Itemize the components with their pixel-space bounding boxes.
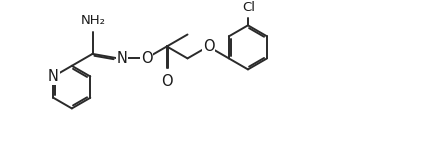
Text: O: O xyxy=(203,39,214,54)
Text: N: N xyxy=(48,69,59,84)
Text: O: O xyxy=(161,74,172,89)
Text: N: N xyxy=(117,51,128,66)
Text: Cl: Cl xyxy=(242,1,255,14)
Text: O: O xyxy=(141,51,153,66)
Text: NH₂: NH₂ xyxy=(80,14,105,27)
